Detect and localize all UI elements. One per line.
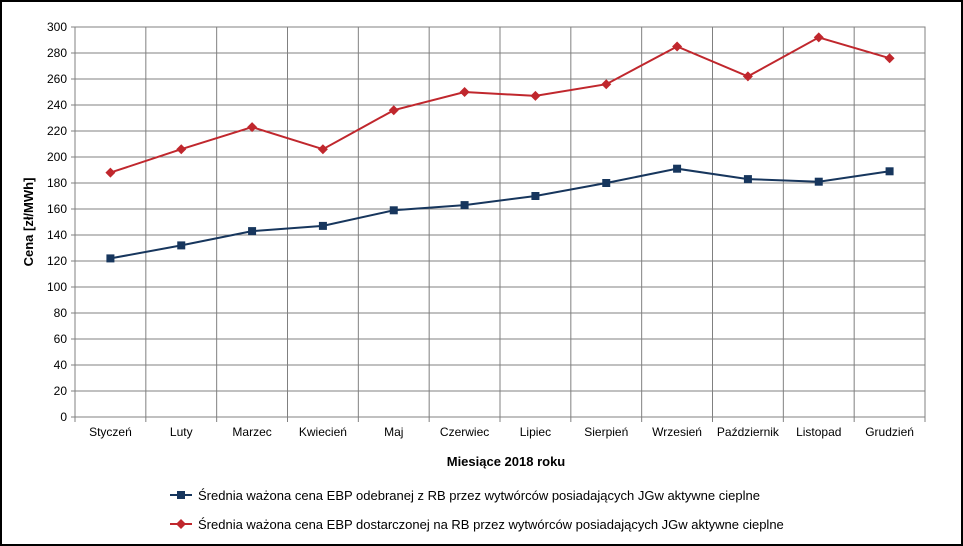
data-point [176, 144, 187, 155]
data-point [247, 122, 258, 133]
y-tick-label: 300 [47, 20, 67, 34]
y-tick-label: 160 [47, 202, 67, 216]
data-point [601, 79, 612, 90]
data-point [602, 179, 611, 187]
y-tick-label: 240 [47, 98, 67, 112]
y-axis-title: Cena [zł/MWh] [21, 178, 36, 267]
x-tick-label: Maj [384, 425, 403, 439]
data-point [530, 90, 541, 101]
legend-label: Średnia ważona cena EBP dostarczonej na … [198, 517, 784, 532]
data-point [388, 105, 399, 116]
y-tick-label: 100 [47, 280, 67, 294]
data-point [672, 41, 683, 52]
legend-label: Średnia ważona cena EBP odebranej z RB p… [198, 488, 760, 503]
data-point [460, 201, 469, 210]
data-point [742, 71, 753, 82]
series-line [110, 36, 890, 174]
y-tick-label: 220 [47, 124, 67, 138]
x-axis-title: Miesiące 2018 roku [447, 454, 566, 469]
series-line [110, 167, 890, 260]
y-tick-label: 0 [60, 410, 67, 424]
y-axis: 0 20 40 60 80 100 120 140 160 180 200 220 240 260 280 3… [47, 20, 75, 424]
data-point [106, 254, 115, 263]
x-tick-label: Styczeń [89, 425, 132, 439]
data-point [884, 53, 895, 64]
legend-marker [176, 519, 186, 529]
data-point [459, 87, 470, 97]
data-point [813, 32, 824, 43]
x-tick-label: Grudzień [865, 425, 914, 439]
data-point [317, 144, 328, 155]
data-point [105, 167, 116, 178]
legend-marker [177, 491, 185, 499]
data-point [318, 221, 327, 230]
y-tick-label: 260 [47, 72, 67, 86]
data-point [814, 177, 823, 186]
y-tick-label: 40 [54, 358, 68, 372]
data-point [177, 241, 186, 250]
x-tick-label: Marzec [232, 425, 271, 439]
x-tick-label: Październik [717, 425, 780, 439]
x-tick-label: Lipiec [520, 425, 551, 439]
data-point [673, 164, 682, 173]
y-tick-label: 20 [54, 384, 68, 398]
data-point [743, 175, 752, 184]
x-tick-label: Luty [170, 425, 193, 439]
y-tick-label: 180 [47, 176, 67, 190]
x-axis: Styczeń Luty Marzec Kwiecień Maj Czerwiec Lipi… [89, 425, 914, 439]
x-tick-label: Wrzesień [652, 425, 702, 439]
x-tick-label: Listopad [796, 425, 841, 439]
plot-area-border [74, 26, 926, 418]
series-layer [105, 32, 895, 263]
data-point [531, 192, 540, 200]
grid [74, 26, 926, 422]
y-tick-label: 120 [47, 254, 67, 268]
x-tick-label: Sierpień [584, 425, 628, 439]
legend: Średnia ważona cena EBP odebranej z RB p… [170, 488, 784, 532]
y-tick-label: 280 [47, 46, 67, 60]
data-point [885, 167, 894, 176]
data-point [389, 206, 398, 215]
x-tick-label: Kwiecień [299, 425, 347, 439]
data-point [248, 227, 257, 236]
y-tick-label: 60 [54, 332, 68, 346]
y-tick-label: 80 [54, 306, 68, 320]
x-tick-label: Czerwiec [440, 425, 489, 439]
y-tick-label: 200 [47, 150, 67, 164]
y-tick-label: 140 [47, 228, 67, 242]
